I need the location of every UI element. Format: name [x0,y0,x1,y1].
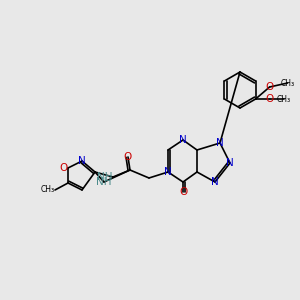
Text: N: N [226,158,234,168]
Text: NH: NH [98,172,113,182]
Text: O: O [266,94,274,104]
Text: N: N [211,177,219,187]
Text: N: N [164,167,172,177]
Text: O: O [266,82,274,92]
Text: N: N [78,156,86,166]
Text: O: O [124,152,132,162]
Text: CH₃: CH₃ [41,185,55,194]
Text: N: N [216,138,224,148]
Text: CH₃: CH₃ [277,94,291,103]
Text: O: O [60,163,68,173]
Text: N: N [179,135,187,145]
Text: CH₃: CH₃ [280,79,295,88]
Text: NH: NH [96,177,112,187]
Text: O: O [179,187,187,197]
